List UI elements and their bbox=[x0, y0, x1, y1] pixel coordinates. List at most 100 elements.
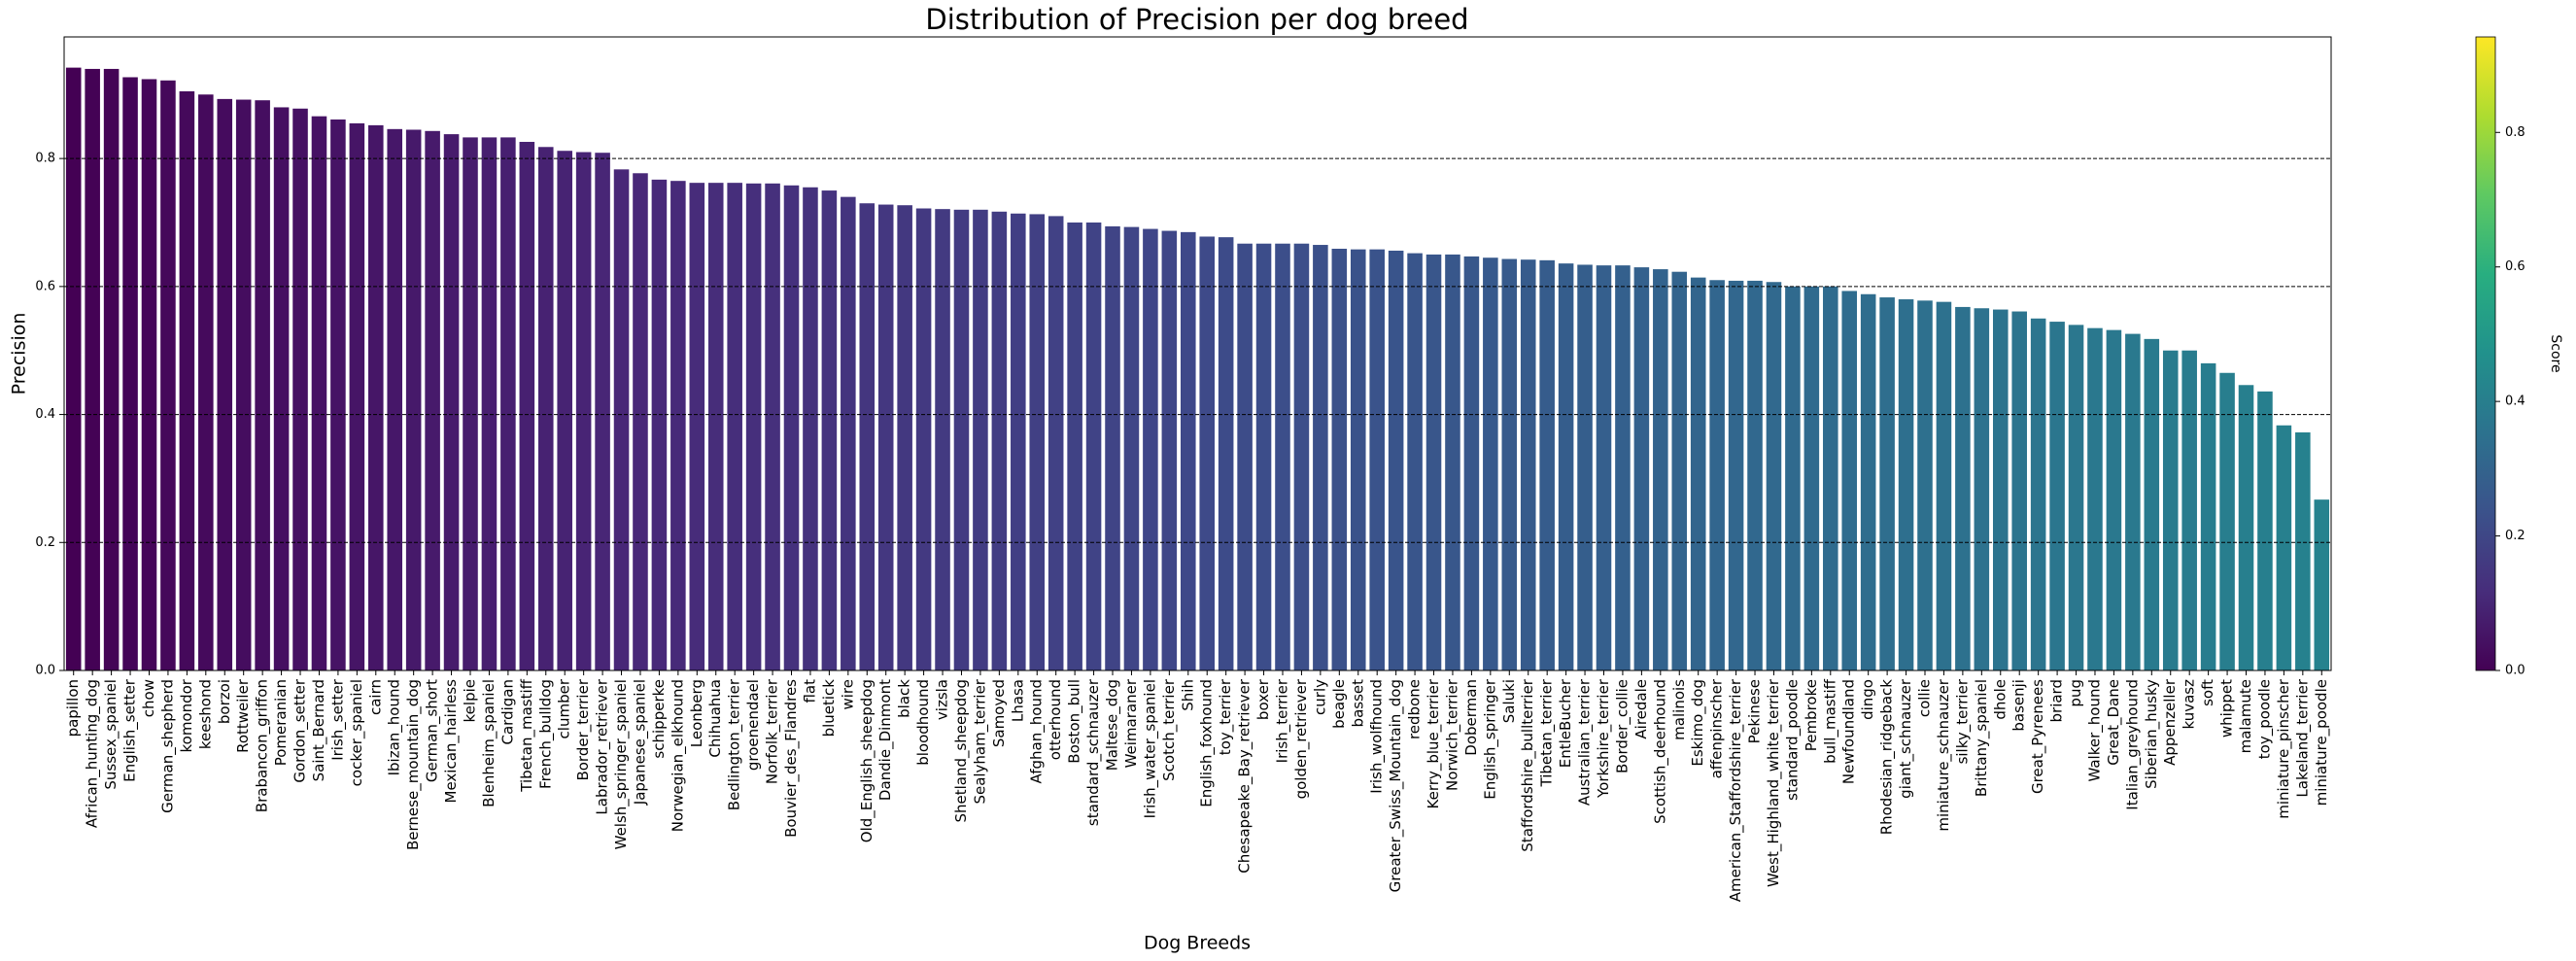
x-tick-label: wire bbox=[839, 679, 856, 710]
bar bbox=[349, 122, 365, 671]
bar bbox=[2314, 499, 2330, 670]
bar bbox=[859, 203, 876, 670]
bar bbox=[1501, 258, 1518, 670]
bar bbox=[595, 153, 610, 670]
x-tick-label: groenendael bbox=[744, 679, 762, 771]
bar bbox=[1803, 286, 1820, 670]
x-tick-label: kelpie bbox=[461, 679, 478, 722]
x-tick-label: dingo bbox=[1859, 679, 1876, 720]
x-tick-label: Labrador_retriever bbox=[594, 678, 612, 814]
bar bbox=[651, 179, 668, 671]
bar bbox=[1350, 249, 1366, 670]
bar bbox=[1955, 306, 1971, 670]
x-tick-label: bluetick bbox=[820, 679, 838, 738]
bar bbox=[1293, 243, 1310, 670]
bar bbox=[1085, 222, 1102, 670]
x-tick-label: Dandie_Dinmont bbox=[876, 679, 895, 801]
x-tick-label: Border_terrier bbox=[574, 678, 593, 780]
x-tick-label: EntleBucher bbox=[1557, 678, 1574, 768]
x-tick-label: English_setter bbox=[121, 678, 140, 782]
bar bbox=[2030, 318, 2046, 670]
x-tick-label: Airedale bbox=[1632, 679, 1650, 739]
x-tick-label: malamute bbox=[2237, 679, 2254, 753]
bar bbox=[1048, 216, 1064, 670]
y-tick-label: 0.8 bbox=[35, 152, 55, 166]
x-tick-label: affenpinscher bbox=[1708, 678, 1726, 778]
x-tick-label: Border_collie bbox=[1613, 679, 1631, 773]
bar bbox=[1161, 230, 1178, 670]
x-tick-label: Kerry_blue_terrier bbox=[1425, 678, 1443, 808]
x-tick-label: Great_Dane bbox=[2105, 679, 2123, 766]
x-tick-label: African_hunting_dog bbox=[84, 679, 102, 828]
x-tick-label: Shih bbox=[1179, 679, 1196, 711]
x-tick-label: Leonberg bbox=[688, 679, 705, 747]
x-tick-label: Walker_hound bbox=[2085, 679, 2104, 782]
bar bbox=[65, 67, 82, 670]
x-tick-label: Italian_greyhound bbox=[2123, 679, 2142, 810]
bar bbox=[2276, 425, 2292, 670]
x-tick-label: Greater_Swiss_Mountain_dog bbox=[1387, 679, 1405, 892]
x-tick-label: Irish_terrier bbox=[1273, 678, 1291, 763]
x-tick-label: black bbox=[896, 679, 913, 718]
x-tick-label: miniature_poodle bbox=[2313, 679, 2331, 806]
x-tick-label: Sussex_spaniel bbox=[102, 679, 120, 790]
bar bbox=[2011, 311, 2027, 670]
y-axis-label: Precision bbox=[9, 313, 30, 395]
x-tick-label: komondor bbox=[178, 678, 195, 752]
x-tick-label: Scottish_deerhound bbox=[1651, 679, 1669, 824]
bar bbox=[1577, 264, 1593, 670]
x-tick-label: Norwegian_elkhound bbox=[669, 679, 687, 832]
bar bbox=[2125, 333, 2141, 670]
bar bbox=[783, 185, 800, 670]
x-tick-label: boxer bbox=[1254, 678, 1272, 720]
x-tick-label: American_Staffordshire_terrier bbox=[1727, 678, 1745, 902]
bar bbox=[217, 98, 233, 671]
x-tick-label: briard bbox=[2048, 679, 2066, 722]
bar bbox=[1520, 259, 1536, 670]
x-tick-label: Welsh_springer_spaniel bbox=[612, 679, 631, 849]
bar bbox=[85, 68, 100, 670]
y-tick-label: 0.4 bbox=[35, 407, 55, 422]
x-tick-label: papillon bbox=[64, 679, 82, 737]
x-tick-label: Mexican_hairless bbox=[442, 679, 461, 804]
bar bbox=[1728, 280, 1744, 670]
bar bbox=[765, 183, 780, 670]
bar bbox=[1558, 263, 1574, 670]
bar bbox=[1218, 237, 1234, 670]
bar bbox=[1123, 226, 1140, 670]
bar bbox=[500, 137, 516, 671]
x-tick-label: Maltese_dog bbox=[1104, 679, 1122, 771]
bar bbox=[1974, 308, 1990, 670]
x-tick-label: bloodhound bbox=[914, 679, 932, 766]
bar bbox=[1823, 286, 1838, 670]
bar bbox=[915, 208, 932, 670]
bar bbox=[1992, 309, 2009, 670]
bar bbox=[2200, 362, 2216, 670]
bar bbox=[1199, 236, 1215, 670]
x-tick-label: basenji bbox=[2010, 679, 2028, 732]
colorbar-label: Score bbox=[2548, 334, 2563, 372]
x-tick-label: Irish_wolfhound bbox=[1368, 679, 1387, 794]
bar bbox=[1483, 257, 1498, 670]
bar bbox=[425, 130, 440, 670]
bar bbox=[1766, 282, 1782, 670]
bar bbox=[198, 94, 214, 671]
bar bbox=[2049, 322, 2065, 670]
x-tick-label: keeshond bbox=[196, 679, 214, 749]
x-tick-label: Australian_terrier bbox=[1576, 678, 1595, 806]
bar bbox=[292, 108, 308, 671]
bar bbox=[1445, 254, 1460, 670]
x-tick-label: whippet bbox=[2218, 679, 2236, 738]
bar bbox=[2162, 350, 2179, 670]
bar bbox=[2106, 329, 2122, 670]
x-tick-label: cocker_spaniel bbox=[348, 679, 366, 786]
x-tick-label: Boston_bull bbox=[1066, 679, 1084, 764]
bar bbox=[557, 151, 572, 671]
bar bbox=[670, 181, 686, 670]
x-tick-label: Afghan_hound bbox=[1028, 679, 1047, 783]
x-tick-label: Cardigan bbox=[498, 679, 516, 744]
bar bbox=[877, 204, 894, 670]
bar bbox=[235, 99, 252, 671]
bar bbox=[1671, 271, 1688, 670]
